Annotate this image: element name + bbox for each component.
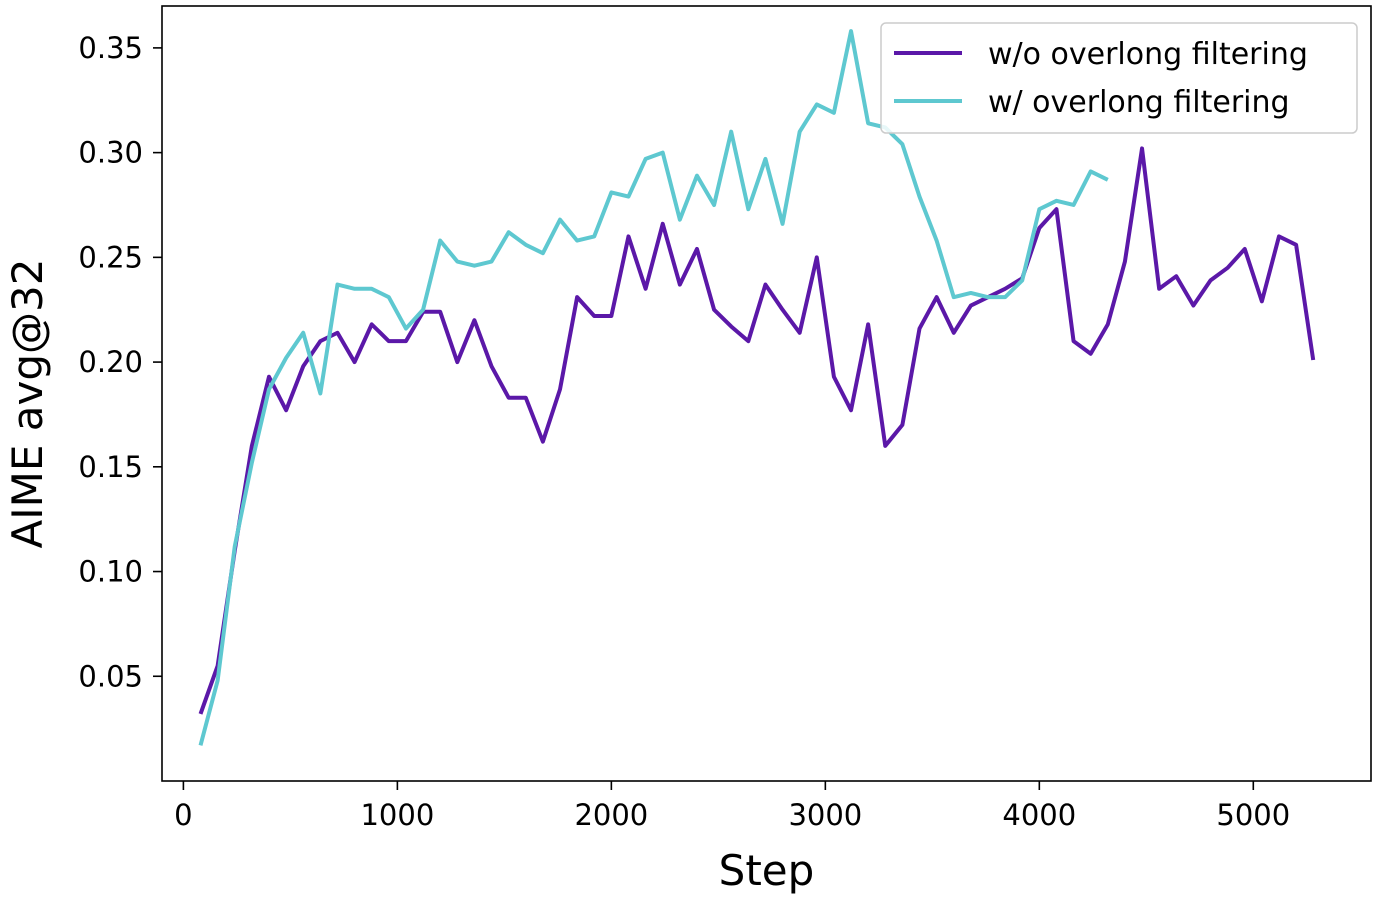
x-axis-title: Step (719, 846, 815, 895)
y-tick-label: 0.35 (78, 31, 143, 65)
x-tick-label: 2000 (574, 798, 648, 832)
lines-layer (198, 29, 1316, 746)
y-tick-label: 0.05 (78, 659, 143, 693)
x-tick-label: 3000 (788, 798, 862, 832)
legend-label-1: w/ overlong filtering (988, 85, 1290, 120)
plot-frame (161, 5, 1372, 782)
x-tick-label: 1000 (360, 798, 434, 832)
series-line-0 (198, 146, 1316, 715)
y-axis-title: AIME avg@32 (3, 259, 52, 549)
y-tick-label: 0.10 (78, 555, 143, 589)
y-tick-label: 0.15 (78, 450, 143, 484)
x-tick-label: 5000 (1216, 798, 1290, 832)
series-line-1 (198, 29, 1109, 746)
y-tick-label: 0.30 (78, 136, 143, 170)
x-tick-label: 0 (174, 798, 192, 832)
x-tick-label: 4000 (1002, 798, 1076, 832)
y-tick-label: 0.25 (78, 240, 143, 274)
legend-box (880, 22, 1358, 134)
y-tick-label: 0.20 (78, 345, 143, 379)
legend: w/o overlong filtering w/ overlong filte… (880, 22, 1358, 134)
ticks-layer: 0 1000 2000 3000 4000 5000 0.05 0.10 0.15 0.20 0.2… (78, 31, 1290, 832)
legend-label-0: w/o overlong filtering (988, 37, 1308, 72)
